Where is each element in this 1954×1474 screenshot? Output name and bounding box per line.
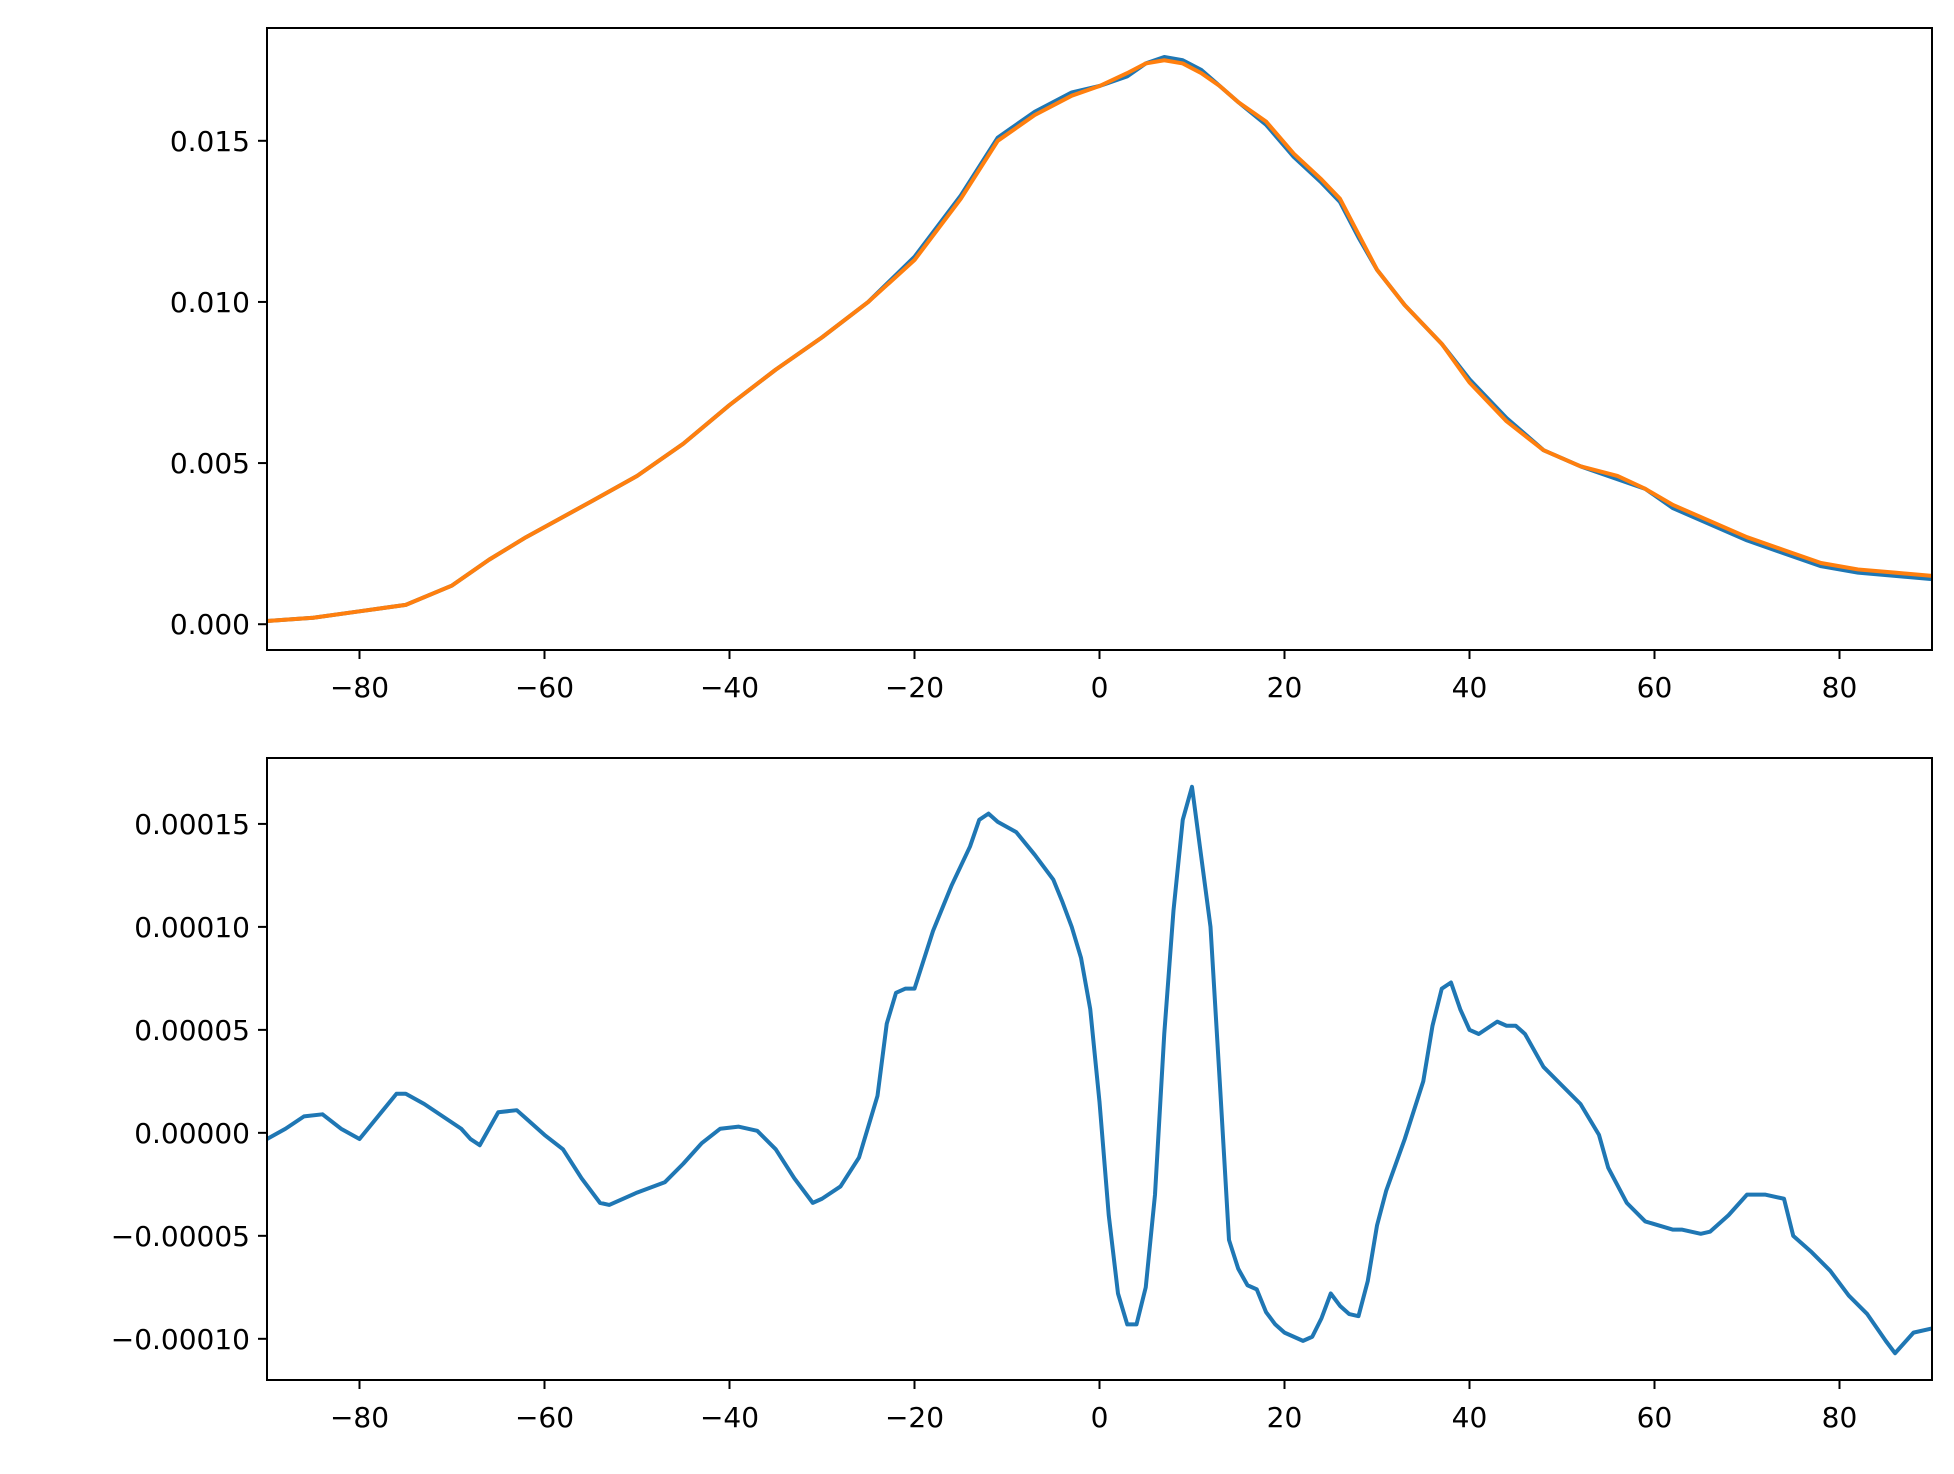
- bottom-panel-x-tick-label: −60: [515, 1401, 574, 1434]
- top-panel-y-tick-label: 0.005: [170, 447, 250, 480]
- top-panel: −80 −60 −40 −20 0 20 40 60 80 0.0000.0050.0100.0…: [170, 27, 1933, 704]
- top-panel-x-tick-label: −20: [885, 671, 944, 704]
- bottom-panel-x-axis: −80 −60 −40 −20 0 20 40 60 80: [330, 1380, 1857, 1434]
- top-panel-x-tick-label: 20: [1267, 671, 1303, 704]
- top-panel-y-axis: 0.000 0.005 0.010 0.015: [170, 125, 267, 641]
- top-panel-x-tick-label: −80: [330, 671, 389, 704]
- bottom-panel-x-tick-label: 40: [1452, 1401, 1488, 1434]
- bottom-panel-y-tick-label: −0.00010: [111, 1323, 250, 1356]
- bottom-panel-series-line-1: [267, 784, 1932, 1356]
- top-panel-x-tick-label: 80: [1822, 671, 1858, 704]
- bottom-panel-x-tick-label: 80: [1822, 1401, 1858, 1434]
- top-panel-series: [267, 55, 1932, 623]
- top-panel-x-axis: −80 −60 −40 −20 0 20 40 60 80: [330, 650, 1857, 704]
- top-panel-x-tick-label: 0: [1091, 671, 1109, 704]
- top-panel-x-tick-label: −60: [515, 671, 574, 704]
- top-panel-x-tick-label: 40: [1452, 671, 1488, 704]
- bottom-panel-y-tick-label: 0.00015: [134, 808, 250, 841]
- bottom-panel-y-tick-label: 0.00000: [134, 1117, 250, 1150]
- bottom-panel: −80 −60 −40 −20 0 20 40 60 80 −0.00010 −0.00005 0.…: [111, 757, 1933, 1434]
- top-panel-y-tick-label: 0.010: [170, 286, 250, 319]
- top-panel-x-tick-label: 60: [1637, 671, 1673, 704]
- bottom-panel-x-tick-label: 20: [1267, 1401, 1303, 1434]
- bottom-panel-x-tick-label: −80: [330, 1401, 389, 1434]
- bottom-panel-x-tick-label: 60: [1637, 1401, 1673, 1434]
- bottom-panel-x-tick-label: −40: [700, 1401, 759, 1434]
- top-panel-y-tick-label: 0.000: [170, 608, 250, 641]
- bottom-panel-y-tick-label: 0.00005: [134, 1014, 250, 1047]
- top-panel-series-line-1: [267, 55, 1932, 623]
- bottom-panel-x-tick-label: −20: [885, 1401, 944, 1434]
- top-panel-series-line-2: [267, 58, 1932, 623]
- top-panel-y-tick-label: 0.015: [170, 125, 250, 158]
- bottom-panel-x-tick-label: 0: [1091, 1401, 1109, 1434]
- bottom-panel-y-tick-label: 0.00010: [134, 911, 250, 944]
- bottom-panel-y-axis: −0.00010 −0.00005 0.00000 0.00005 0.00010 0.0…: [111, 808, 267, 1356]
- bottom-panel-series: [267, 784, 1932, 1356]
- bottom-panel-y-tick-label: −0.00005: [111, 1220, 250, 1253]
- bottom-panel-axes-frame: [266, 757, 1933, 1381]
- top-panel-axes-frame: [266, 27, 1933, 651]
- top-panel-x-tick-label: −40: [700, 671, 759, 704]
